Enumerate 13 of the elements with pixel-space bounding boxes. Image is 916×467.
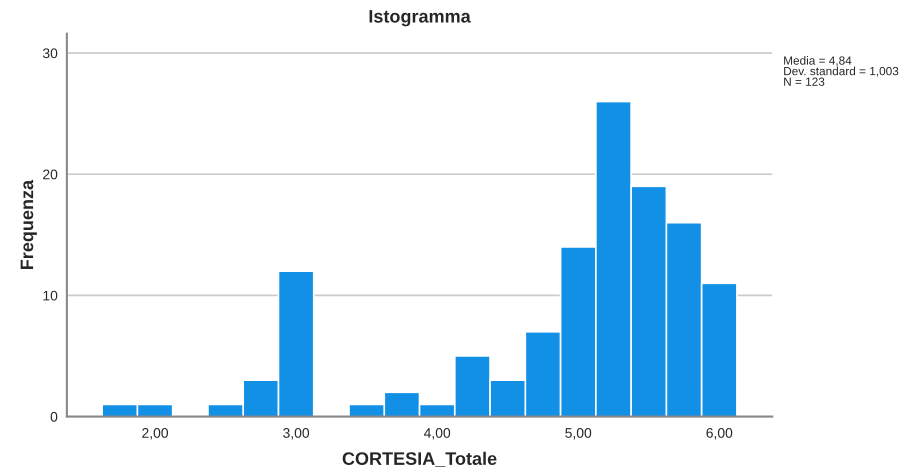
x-tick-label: 5,00 [565,428,592,440]
x-axis-title: CORTESIA_Totale [342,452,496,467]
x-tick-label: 6,00 [706,428,732,440]
y-axis-title: Frequenza [20,180,37,270]
text: Media = 4,84 Dev. standard = 1,003 N = 123 [784,56,898,86]
y-tick-label: 30 [42,48,58,58]
x-tick-label: 3,00 [283,428,310,440]
chart-title: Istogramma [370,10,471,26]
y-tick-label: 0 [50,412,58,422]
y-tick-label: 20 [43,170,58,180]
y-tick-label: 10 [43,290,58,301]
x-tick-label: 4,00 [424,428,450,440]
x-tick-label: 2,00 [142,428,168,440]
